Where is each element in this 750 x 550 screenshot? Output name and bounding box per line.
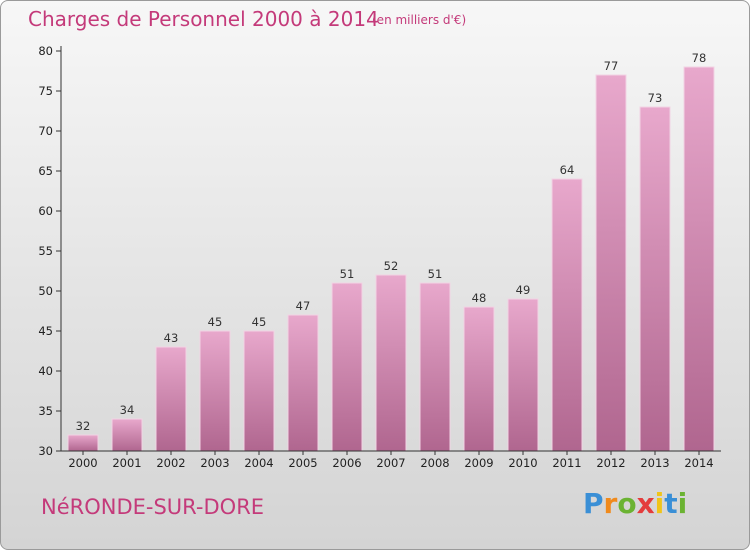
bars-group: 32 34 43 45 45 47 51 52 51 48 49 64 77 73 78: [67, 51, 715, 452]
value-label-2001: 34: [120, 403, 135, 417]
proxiti-logo[interactable]: Proxiti: [583, 487, 687, 520]
value-label-2006: 51: [340, 267, 355, 281]
value-label-2004: 45: [252, 315, 267, 329]
bar-2003: [199, 330, 231, 452]
commune-name: NéRONDE-SUR-DORE: [41, 495, 265, 519]
logo-letter: i: [654, 487, 665, 520]
x-tick-label-2004: 2004: [244, 456, 273, 470]
logo-letter: x: [636, 487, 655, 520]
x-tick-label-2006: 2006: [332, 456, 361, 470]
bar-2010: [507, 298, 539, 452]
logo-letter: i: [677, 487, 688, 520]
bar-2012: [595, 74, 627, 452]
y-tick-label-75: 75: [38, 84, 53, 98]
y-tick-label-55: 55: [38, 244, 53, 258]
logo-letter: r: [603, 487, 618, 520]
y-tick-label-30: 30: [38, 444, 53, 458]
bar-2011: [551, 178, 583, 452]
x-tick-label-2003: 2003: [200, 456, 229, 470]
bar-2006: [331, 282, 363, 452]
y-tick-label-65: 65: [38, 164, 53, 178]
x-tick-label-2010: 2010: [508, 456, 537, 470]
bar-2005: [287, 314, 319, 452]
value-label-2007: 52: [384, 259, 399, 273]
x-tick-label-2008: 2008: [420, 456, 449, 470]
bar-2001: [111, 418, 143, 452]
value-label-2010: 49: [516, 283, 531, 297]
x-tick-label-2014: 2014: [684, 456, 713, 470]
value-label-2012: 77: [604, 59, 619, 73]
bar-2009: [463, 306, 495, 452]
y-tick-label-35: 35: [38, 404, 53, 418]
y-tick-label-45: 45: [38, 324, 53, 338]
value-label-2013: 73: [648, 91, 663, 105]
chart-title: Charges de Personnel 2000 à 2014: [28, 7, 379, 31]
axes-group: 30 35 40 45 50 55 60 65 70 75 80 2000 2001 2002 2003 20…: [38, 44, 721, 470]
bar-2008: [419, 282, 451, 452]
bar-2000: [67, 434, 99, 452]
logo-letter: t: [664, 487, 678, 520]
bar-2004: [243, 330, 275, 452]
bar-2013: [639, 106, 671, 452]
x-tick-label-2012: 2012: [596, 456, 625, 470]
x-tick-label-2007: 2007: [376, 456, 405, 470]
bar-2007: [375, 274, 407, 452]
value-label-2002: 43: [164, 331, 179, 345]
chart-unit: (en milliers d'€): [372, 13, 467, 27]
x-tick-label-2000: 2000: [68, 456, 97, 470]
value-label-2011: 64: [560, 163, 575, 177]
x-tick-label-2002: 2002: [156, 456, 185, 470]
y-tick-label-80: 80: [38, 44, 53, 58]
x-tick-label-2013: 2013: [640, 456, 669, 470]
x-tick-label-2011: 2011: [552, 456, 581, 470]
logo-letter: P: [583, 487, 604, 520]
value-label-2014: 78: [692, 51, 707, 65]
value-label-2005: 47: [296, 299, 311, 313]
x-tick-label-2005: 2005: [288, 456, 317, 470]
y-tick-label-60: 60: [38, 204, 53, 218]
bar-2002: [155, 346, 187, 452]
value-label-2000: 32: [76, 419, 91, 433]
y-tick-label-50: 50: [38, 284, 53, 298]
value-label-2008: 51: [428, 267, 443, 281]
y-tick-label-70: 70: [38, 124, 53, 138]
x-tick-label-2001: 2001: [112, 456, 141, 470]
value-label-2003: 45: [208, 315, 223, 329]
value-label-2009: 48: [472, 291, 487, 305]
logo-letter: o: [617, 487, 637, 520]
y-tick-label-40: 40: [38, 364, 53, 378]
bar-2014: [683, 66, 715, 452]
x-tick-label-2009: 2009: [464, 456, 493, 470]
